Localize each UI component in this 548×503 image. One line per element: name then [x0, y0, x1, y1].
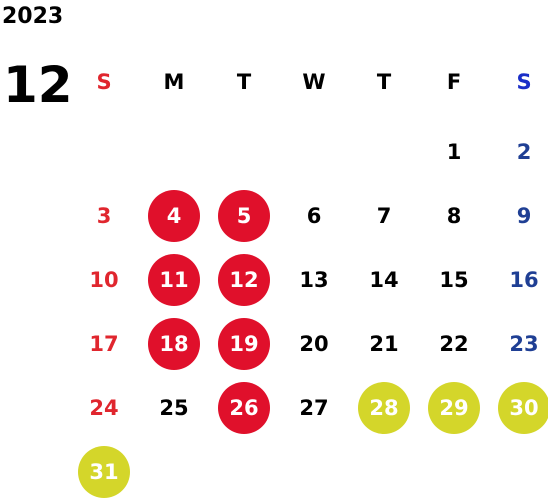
- day-1: 1: [446, 140, 462, 164]
- day-5: 5: [236, 204, 252, 228]
- day-10: 10: [89, 268, 119, 292]
- closed-day-marker: [498, 382, 548, 434]
- day-3: 3: [96, 204, 112, 228]
- holiday-marker: [218, 190, 270, 242]
- day-6: 6: [306, 204, 322, 228]
- day-2: 2: [516, 140, 532, 164]
- day-24: 24: [89, 396, 119, 420]
- day-20: 20: [299, 332, 329, 356]
- closed-day-marker: [428, 382, 480, 434]
- day-25: 25: [159, 396, 189, 420]
- day-29: 29: [439, 396, 469, 420]
- day-31: 31: [89, 460, 119, 484]
- day-19: 19: [229, 332, 259, 356]
- day-16: 16: [509, 268, 539, 292]
- holiday-marker: [148, 254, 200, 306]
- day-28: 28: [369, 396, 399, 420]
- weekday-tue: T: [236, 70, 252, 94]
- year-label: 2023: [2, 4, 64, 29]
- closed-day-marker: [78, 446, 130, 498]
- weekday-thu: T: [376, 70, 392, 94]
- holiday-marker: [218, 382, 270, 434]
- day-11: 11: [159, 268, 189, 292]
- weekday-wed: W: [302, 70, 326, 94]
- weekday-mon: M: [163, 70, 185, 94]
- day-18: 18: [159, 332, 189, 356]
- day-27: 27: [299, 396, 329, 420]
- month-number: 12: [3, 56, 73, 114]
- closed-day-marker: [358, 382, 410, 434]
- day-13: 13: [299, 268, 329, 292]
- day-17: 17: [89, 332, 119, 356]
- holiday-marker: [148, 318, 200, 370]
- day-14: 14: [369, 268, 399, 292]
- day-7: 7: [376, 204, 392, 228]
- weekday-sun: S: [96, 70, 112, 94]
- holiday-marker: [148, 190, 200, 242]
- day-12: 12: [229, 268, 259, 292]
- day-26: 26: [229, 396, 259, 420]
- day-4: 4: [166, 204, 182, 228]
- day-15: 15: [439, 268, 469, 292]
- weekday-sat: S: [516, 70, 532, 94]
- day-23: 23: [509, 332, 539, 356]
- holiday-marker: [218, 254, 270, 306]
- day-30: 30: [509, 396, 539, 420]
- day-22: 22: [439, 332, 469, 356]
- holiday-marker: [218, 318, 270, 370]
- day-8: 8: [446, 204, 462, 228]
- day-9: 9: [516, 204, 532, 228]
- day-21: 21: [369, 332, 399, 356]
- weekday-fri: F: [446, 70, 462, 94]
